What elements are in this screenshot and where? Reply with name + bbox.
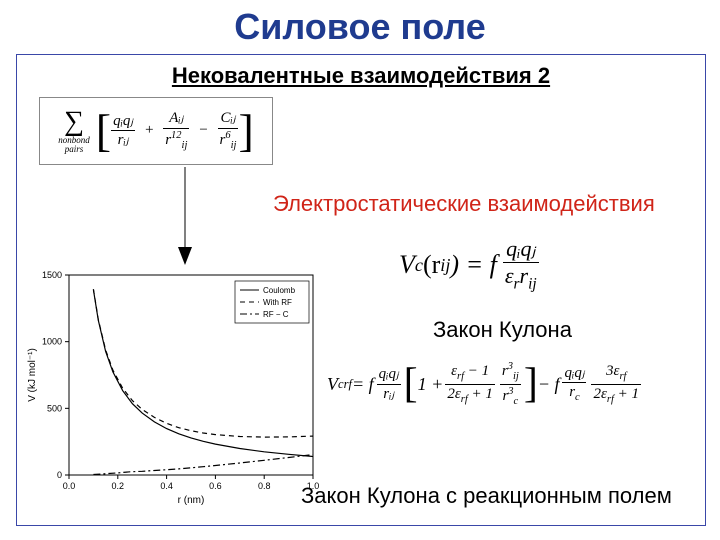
svg-text:0: 0: [57, 470, 62, 480]
svg-text:1000: 1000: [42, 337, 62, 347]
slide-title: Силовое поле: [0, 6, 720, 48]
reaction-field-label: Закон Кулона с реакционным полем: [301, 483, 672, 509]
svg-text:1.0: 1.0: [307, 481, 320, 491]
svg-text:1500: 1500: [42, 270, 62, 280]
svg-text:With RF: With RF: [263, 298, 292, 307]
svg-text:0.6: 0.6: [209, 481, 222, 491]
coulomb-law-label: Закон Кулона: [433, 317, 572, 343]
svg-text:500: 500: [47, 403, 62, 413]
svg-text:0.4: 0.4: [160, 481, 173, 491]
content-frame: Нековалентные взаимодействия 2 ∑ nonbond…: [16, 54, 706, 526]
svg-text:V (kJ mol⁻¹): V (kJ mol⁻¹): [27, 348, 38, 402]
coulomb-equation: Vc(rij) = f qᵢqⱼ εrrij: [399, 237, 539, 294]
nonbond-formula-box: ∑ nonbondpairs [ qᵢqⱼ rᵢⱼ + Aᵢⱼ r12ij −: [39, 97, 273, 165]
svg-text:0.8: 0.8: [258, 481, 271, 491]
arrow-icon: [165, 167, 205, 265]
svg-text:0.2: 0.2: [112, 481, 125, 491]
potential-chart: 0.0 0.2 0.4 0.6 0.8 1.0 0 500 1000 1500 r (nm) V (k…: [21, 265, 325, 509]
svg-text:r (nm): r (nm): [178, 495, 205, 506]
subtitle: Нековалентные взаимодействия 2: [17, 63, 705, 89]
svg-text:RF − C: RF − C: [263, 310, 289, 319]
electrostatic-label: Электростатические взаимодействия: [273, 191, 703, 217]
svg-text:0.0: 0.0: [63, 481, 76, 491]
reaction-field-equation: Vcrf = f qᵢqⱼ rᵢⱼ [ 1 + εrf − 1 2εrf + 1…: [327, 361, 643, 407]
svg-text:Coulomb: Coulomb: [263, 286, 296, 295]
